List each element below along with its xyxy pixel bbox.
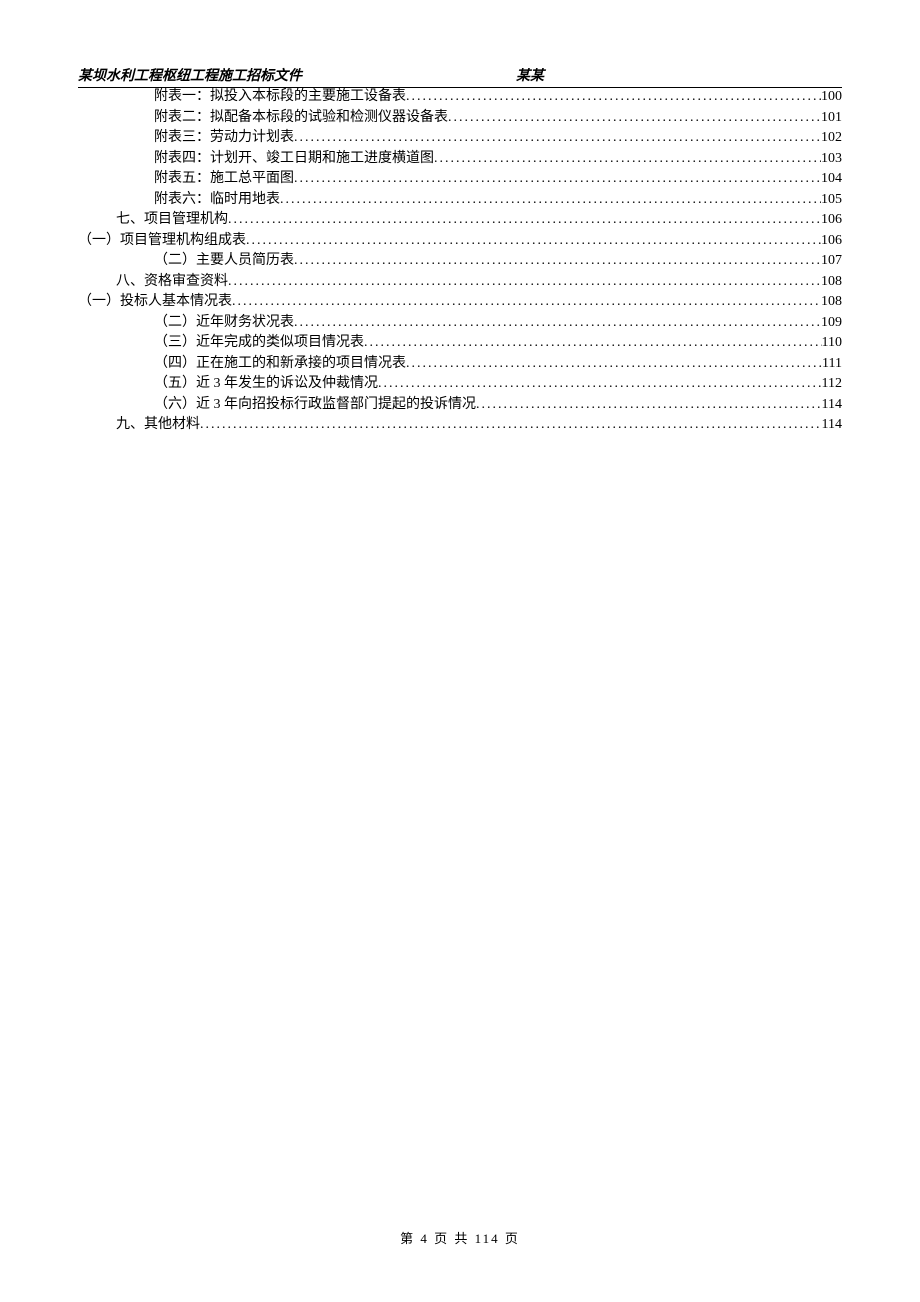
toc-leader-dots [364,333,822,354]
toc-entry: （四）正在施工的和新承接的项目情况表 111 [78,354,842,375]
toc-entry-page: 111 [822,354,842,375]
toc-entry-label: 附表四：计划开、竣工日期和施工进度横道图 [154,149,434,170]
page-footer: 第 4 页 共 114 页 [0,1228,920,1247]
toc-entry-label: （一）投标人基本情况表 [78,292,232,313]
toc-leader-dots [378,374,822,395]
toc-entry-page: 100 [821,87,842,108]
toc-entry-label: （五）近 3 年发生的诉讼及仲裁情况 [154,374,378,395]
header-title-left: 某坝水利工程枢纽工程施工招标文件 [78,65,842,85]
header-title-right: 某某 [516,65,544,85]
page-header: 某坝水利工程枢纽工程施工招标文件 某某 [78,65,842,88]
toc-entry: 九、其他材料 114 [78,415,842,436]
toc-entry: （二）近年财务状况表 109 [78,313,842,334]
toc-entry-label: 附表六：临时用地表 [154,190,280,211]
toc-entry-page: 101 [821,108,842,129]
toc-entry-page: 106 [821,231,842,252]
toc-entry-page: 107 [821,251,842,272]
toc-entry: （一）投标人基本情况表 108 [78,292,842,313]
toc-entry-page: 114 [822,395,842,416]
toc-leader-dots [246,231,821,252]
toc-entry-page: 106 [821,210,842,231]
toc-entry: 七、项目管理机构 106 [78,210,842,231]
toc-leader-dots [406,87,821,108]
toc-entry: 附表四：计划开、竣工日期和施工进度横道图 103 [78,149,842,170]
toc-leader-dots [228,210,821,231]
toc-entry-label: （六）近 3 年向招投标行政监督部门提起的投诉情况 [154,395,476,416]
toc-entry-page: 112 [822,374,842,395]
toc-entry-page: 105 [821,190,842,211]
toc-entry: （六）近 3 年向招投标行政监督部门提起的投诉情况 114 [78,395,842,416]
toc-entry-label: （二）主要人员简历表 [154,251,294,272]
toc-entry-page: 103 [821,149,842,170]
toc-leader-dots [294,251,821,272]
toc-entry-label: 七、项目管理机构 [116,210,228,231]
toc-entry-label: 附表五：施工总平面图 [154,169,294,190]
toc-leader-dots [228,272,821,293]
toc-entry: 附表三：劳动力计划表 102 [78,128,842,149]
toc-leader-dots [294,169,821,190]
table-of-contents: 附表一：拟投入本标段的主要施工设备表100附表二：拟配备本标段的试验和检测仪器设… [78,87,842,436]
toc-entry-label: 附表一：拟投入本标段的主要施工设备表 [154,87,406,108]
toc-entry: 八、资格审查资料 108 [78,272,842,293]
toc-leader-dots [476,395,822,416]
toc-entry-label: 附表三：劳动力计划表 [154,128,294,149]
toc-entry-label: （一）项目管理机构组成表 [78,231,246,252]
toc-entry: （三）近年完成的类似项目情况表 110 [78,333,842,354]
toc-entry: 附表五：施工总平面图 104 [78,169,842,190]
toc-entry: （五）近 3 年发生的诉讼及仲裁情况 112 [78,374,842,395]
toc-entry-page: 110 [822,333,842,354]
toc-entry: （二）主要人员简历表 107 [78,251,842,272]
toc-entry-label: （四）正在施工的和新承接的项目情况表 [154,354,406,375]
toc-entry-page: 114 [822,415,842,436]
toc-entry: 附表一：拟投入本标段的主要施工设备表 100 [78,87,842,108]
toc-entry: 附表二：拟配备本标段的试验和检测仪器设备表 101 [78,108,842,129]
toc-leader-dots [294,128,821,149]
toc-leader-dots [294,313,821,334]
toc-leader-dots [448,108,821,129]
toc-entry-label: （二）近年财务状况表 [154,313,294,334]
page-number: 第 4 页 共 114 页 [400,1231,520,1246]
toc-leader-dots [434,149,821,170]
toc-leader-dots [280,190,821,211]
toc-leader-dots [200,415,822,436]
toc-entry-page: 108 [821,272,842,293]
toc-entry-page: 104 [821,169,842,190]
toc-entry-label: 八、资格审查资料 [116,272,228,293]
toc-entry: （一）项目管理机构组成表 106 [78,231,842,252]
toc-leader-dots [232,292,821,313]
toc-entry-page: 102 [821,128,842,149]
toc-entry: 附表六：临时用地表 105 [78,190,842,211]
toc-entry-label: （三）近年完成的类似项目情况表 [154,333,364,354]
toc-entry-page: 109 [821,313,842,334]
toc-entry-label: 九、其他材料 [116,415,200,436]
toc-entry-page: 108 [821,292,842,313]
toc-entry-label: 附表二：拟配备本标段的试验和检测仪器设备表 [154,108,448,129]
toc-leader-dots [406,354,822,375]
